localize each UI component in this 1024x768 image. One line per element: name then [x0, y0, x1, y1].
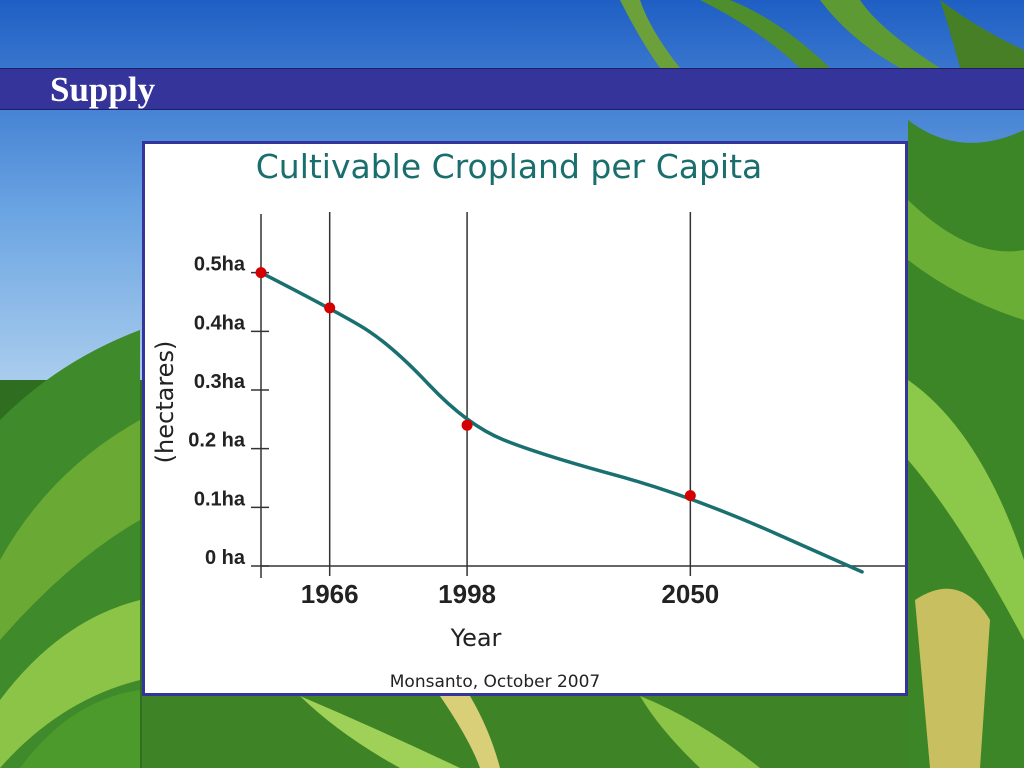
x-tick-label-1966: 1966: [301, 579, 359, 609]
y-tick-label: 0.5ha: [194, 254, 246, 276]
data-point-1950: [255, 267, 267, 279]
series-line-0: [259, 270, 864, 574]
slide-title-bar: Supply: [0, 68, 1024, 110]
cropland-chart: Cultivable Cropland per Capita 1966 1998 2…: [151, 147, 905, 692]
axis-layer: 1966 1998 2050 0 ha 0.1ha 0.2 ha 0.3ha 0.4ha 0.5…: [188, 214, 905, 609]
x-tick-label-1998: 1998: [438, 579, 496, 609]
y-tick-label: 0.1ha: [194, 488, 246, 510]
y-tick-label: 0.4ha: [194, 312, 246, 334]
grid-layer: [328, 212, 692, 576]
data-point-1998: [461, 419, 473, 431]
y-tick-label: 0 ha: [205, 547, 246, 569]
data-point-2050: [684, 490, 696, 502]
chart-panel: Cultivable Cropland per Capita 1966 1998 2…: [142, 141, 908, 696]
y-axis-label: (hectares): [151, 341, 179, 464]
line-layer: [259, 270, 864, 574]
x-axis-label: Year: [450, 624, 502, 652]
x-tick-label-2050: 2050: [661, 579, 719, 609]
y-tick-label: 0.2 ha: [188, 430, 246, 452]
chart-title: Cultivable Cropland per Capita: [256, 147, 763, 186]
slide-title: Supply: [50, 70, 156, 109]
marker-layer: [255, 267, 696, 502]
y-tick-label: 0.3ha: [194, 371, 246, 393]
data-point-1966: [324, 302, 336, 314]
source-note: Monsanto, October 2007: [390, 672, 600, 692]
